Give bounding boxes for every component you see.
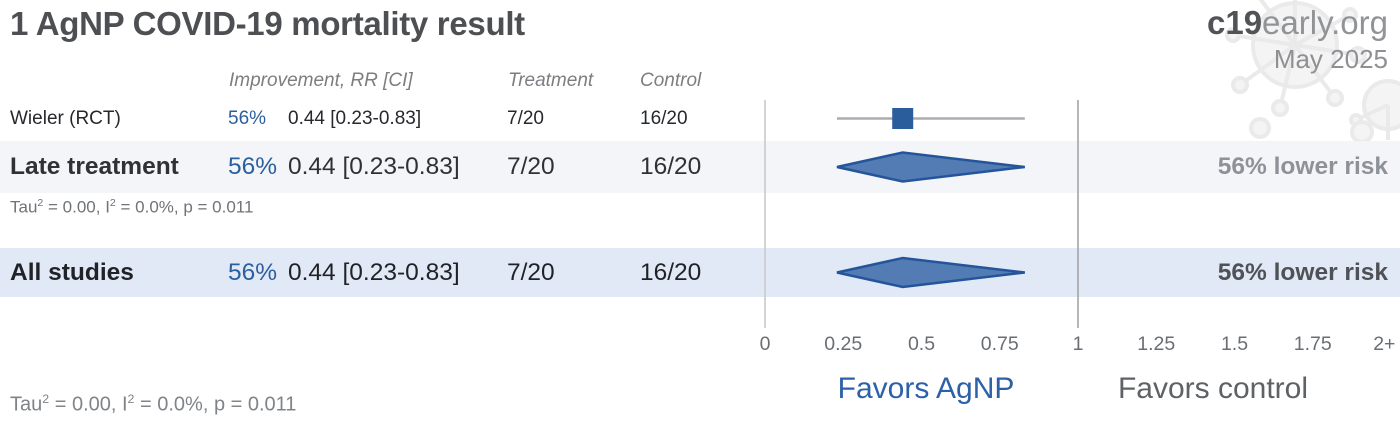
favors-treatment-label: Favors AgNP [837, 372, 1015, 405]
axis-tick: 1 [1072, 333, 1084, 355]
favors-control-label: Favors control [1117, 372, 1309, 405]
summary-risk-note: 56% lower risk [1217, 153, 1388, 180]
study-name: Wieler (RCT) [10, 108, 121, 129]
brand-date: May 2025 [1273, 44, 1388, 74]
axis-tick: 0 [759, 333, 771, 355]
page-title: 1 AgNP COVID-19 mortality result [10, 5, 525, 42]
x-axis: 0 0.25 0.5 0.75 1 1.25 1.5 1.75 2+ [0, 333, 1400, 357]
summary-row-all-studies: All studies 56% 0.44 [0.23-0.83] 7/20 16… [0, 248, 1400, 297]
summary-control-events: 16/20 [640, 153, 702, 180]
column-header-improvement: Improvement, RR [CI] [229, 70, 413, 91]
summary-improvement: 56% [228, 153, 278, 180]
column-header-control: Control [640, 70, 702, 91]
brand-logo-rest: early.org [1262, 4, 1388, 41]
summary-rr-ci: 0.44 [0.23-0.83] [288, 153, 460, 180]
summary-control-events: 16/20 [640, 258, 702, 286]
axis-tick: 2+ [1373, 333, 1396, 355]
axis-tick: 0.25 [824, 333, 863, 355]
summary-treatment-events: 7/20 [507, 258, 555, 286]
summary-rr-ci: 0.44 [0.23-0.83] [288, 258, 460, 286]
summary-label: Late treatment [10, 153, 179, 180]
summary-treatment-events: 7/20 [507, 153, 555, 180]
summary-improvement: 56% [228, 258, 278, 286]
axis-tick: 0.75 [980, 333, 1019, 355]
summary-label: All studies [10, 258, 134, 286]
column-headers: Improvement, RR [CI] Treatment Control [0, 70, 1400, 94]
brand-logo-bold: c19 [1206, 4, 1263, 41]
study-improvement: 56% [228, 108, 267, 129]
axis-tick: 1.75 [1293, 333, 1332, 355]
study-rr-ci: 0.44 [0.23-0.83] [288, 108, 422, 129]
study-treatment-events: 7/20 [507, 108, 544, 129]
overall-stats: Tau2 = 0.00, I2 = 0.0%, p = 0.011 [10, 392, 297, 416]
axis-tick: 1.5 [1220, 333, 1249, 355]
brand-block: c19early.org May 2025 [1207, 4, 1388, 74]
brand-logo: c19early.org [1207, 4, 1388, 42]
summary-row-late-treatment: Late treatment 56% 0.44 [0.23-0.83] 7/20… [0, 141, 1400, 193]
study-control-events: 16/20 [640, 108, 688, 129]
axis-tick: 1.25 [1137, 333, 1176, 355]
study-row-wieler: Wieler (RCT) 56% 0.44 [0.23-0.83] 7/20 1… [0, 103, 1400, 135]
late-treatment-stats: Tau2 = 0.00, I2 = 0.0%, p = 0.011 [10, 197, 254, 217]
column-header-treatment: Treatment [508, 70, 594, 91]
summary-risk-note: 56% lower risk [1217, 258, 1388, 286]
axis-tick: 0.5 [907, 333, 936, 355]
